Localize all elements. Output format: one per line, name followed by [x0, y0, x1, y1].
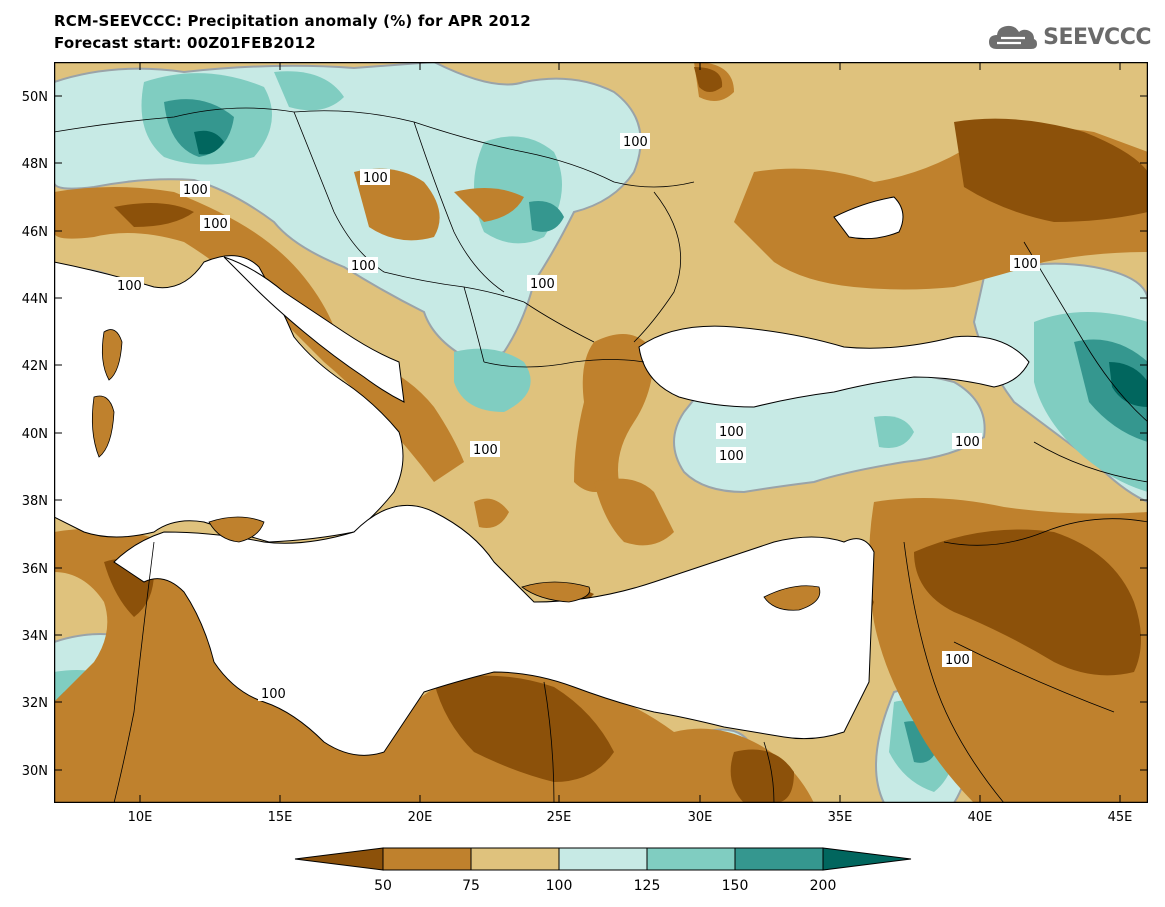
colorbar-segment	[558, 847, 648, 871]
contour-label: 100	[348, 257, 378, 274]
colorbar-label: 200	[810, 878, 837, 894]
colorbar-label: 100	[546, 878, 573, 894]
svg-text:100: 100	[623, 135, 648, 150]
contour-label: 100	[952, 433, 982, 450]
contour-label: 100	[620, 133, 650, 150]
contour-labels: 100 100 100 100 100 100 100 100 100 100 …	[114, 133, 1040, 702]
contour-label: 100	[1010, 255, 1040, 272]
svg-text:100: 100	[530, 277, 555, 292]
colorbar-segment	[294, 847, 384, 871]
lat-label: 44N	[22, 292, 48, 307]
colorbar-label: 125	[634, 878, 661, 894]
contour-label: 100	[200, 215, 230, 232]
lon-label: 35E	[828, 810, 853, 825]
lon-ticks	[139, 62, 1121, 803]
lat-label: 48N	[22, 157, 48, 172]
colorbar-segment	[470, 847, 560, 871]
colorbar-segment	[734, 847, 824, 871]
anomaly-map: 100 100 100 100 100 100 100 100 100 100 …	[53, 61, 1149, 804]
logo-text: SEEVCCC	[1043, 24, 1151, 50]
lon-label: 10E	[128, 810, 153, 825]
map-title: RCM-SEEVCCC: Precipitation anomaly (%) f…	[54, 12, 531, 30]
map-panel: 100 100 100 100 100 100 100 100 100 100 …	[53, 61, 1149, 804]
lon-label: 15E	[268, 810, 293, 825]
svg-text:100: 100	[117, 279, 142, 294]
sea-mask	[54, 196, 1030, 756]
contour-label: 100	[470, 441, 500, 458]
seevccc-logo: SEEVCCC	[987, 20, 1151, 54]
contour-label: 100	[360, 169, 390, 186]
contour-label: 100	[716, 447, 746, 464]
lon-label: 20E	[408, 810, 433, 825]
lon-label: 40E	[968, 810, 993, 825]
lat-label: 50N	[22, 90, 48, 105]
svg-text:100: 100	[719, 449, 744, 464]
colorbar-segment	[822, 847, 912, 871]
lat-axis: 50N 48N 46N 44N 42N 40N 38N 36N 34N 32N …	[22, 90, 48, 779]
lat-label: 32N	[22, 696, 48, 711]
lat-label: 36N	[22, 562, 48, 577]
colorbar-segment	[382, 847, 472, 871]
colorbar: 50 75 100 125 150 200	[294, 847, 912, 894]
lat-ticks	[54, 95, 1148, 771]
colorbar-label: 150	[722, 878, 749, 894]
lat-label: 46N	[22, 225, 48, 240]
colorbar-label: 50	[374, 878, 392, 894]
svg-text:100: 100	[945, 653, 970, 668]
shading-under-50	[104, 67, 1148, 803]
country-borders	[54, 107, 1148, 803]
svg-text:100: 100	[183, 183, 208, 198]
contour-label: 100	[114, 277, 144, 294]
lon-label: 25E	[547, 810, 572, 825]
colorbar-segment	[646, 847, 736, 871]
svg-text:100: 100	[203, 217, 228, 232]
svg-text:100: 100	[1013, 257, 1038, 272]
lat-label: 30N	[22, 764, 48, 779]
lon-label: 30E	[688, 810, 713, 825]
lat-label: 40N	[22, 427, 48, 442]
lon-label: 45E	[1108, 810, 1133, 825]
contour-label: 100	[527, 275, 557, 292]
lat-label: 38N	[22, 494, 48, 509]
lat-label: 42N	[22, 359, 48, 374]
islands	[91, 329, 821, 611]
contour-label: 100	[258, 685, 288, 702]
svg-text:100: 100	[955, 435, 980, 450]
contour-label: 100	[942, 651, 972, 668]
cloud-logo-icon	[989, 25, 1038, 49]
svg-text:100: 100	[351, 259, 376, 274]
lon-axis: 10E 15E 20E 25E 30E 35E 40E 45E	[128, 810, 1133, 825]
svg-text:100: 100	[261, 687, 286, 702]
colorbar-label: 75	[462, 878, 480, 894]
contour-label: 100	[180, 181, 210, 198]
contour-label: 100	[716, 423, 746, 440]
forecast-start-label: Forecast start: 00Z01FEB2012	[54, 34, 316, 52]
lat-label: 34N	[22, 629, 48, 644]
svg-text:100: 100	[363, 171, 388, 186]
svg-text:100: 100	[473, 443, 498, 458]
svg-text:100: 100	[719, 425, 744, 440]
